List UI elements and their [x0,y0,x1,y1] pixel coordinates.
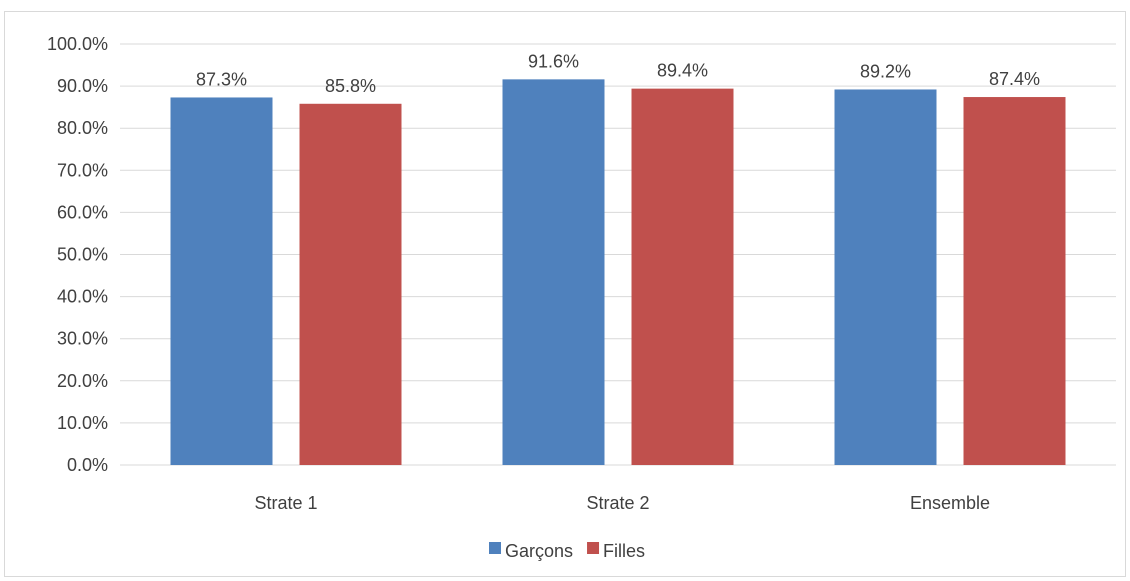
data-label: 91.6% [528,51,579,71]
bars [170,79,1066,466]
data-label: 89.4% [657,61,708,81]
legend: Garçons Filles [489,541,645,561]
y-axis-tick-labels: 0.0% 10.0% 20.0% 30.0% 40.0% 50.0% 60.0% 70.0% 8… [47,34,108,475]
data-labels: 87.3% 85.8% 91.6% 89.4% 89.2% 87.4% [196,51,1040,95]
data-label: 87.4% [989,69,1040,89]
bar [963,97,1066,466]
y-tick-label: 70.0% [57,160,108,180]
legend-label: Filles [603,541,645,561]
legend-label: Garçons [505,541,573,561]
bar [299,103,402,466]
data-label: 87.3% [196,69,247,89]
y-tick-label: 40.0% [57,287,108,307]
bar [631,88,734,465]
x-tick-label: Strate 2 [586,493,649,513]
y-tick-label: 50.0% [57,245,108,265]
x-tick-label: Ensemble [910,493,990,513]
y-tick-label: 10.0% [57,413,108,433]
bar [834,89,937,465]
y-tick-label: 60.0% [57,202,108,222]
y-tick-label: 30.0% [57,329,108,349]
data-label: 85.8% [325,76,376,96]
y-tick-label: 100.0% [47,34,108,54]
gridlines [120,43,1116,466]
x-tick-label: Strate 1 [254,493,317,513]
x-axis-tick-labels: Strate 1 Strate 2 Ensemble [254,493,990,513]
y-tick-label: 0.0% [67,455,108,475]
y-tick-label: 20.0% [57,371,108,391]
bar [170,97,273,465]
y-tick-label: 90.0% [57,76,108,96]
data-label: 89.2% [860,61,911,81]
legend-swatch [587,542,600,554]
legend-swatch [489,542,501,554]
y-tick-label: 80.0% [57,118,108,138]
bar [502,79,605,465]
